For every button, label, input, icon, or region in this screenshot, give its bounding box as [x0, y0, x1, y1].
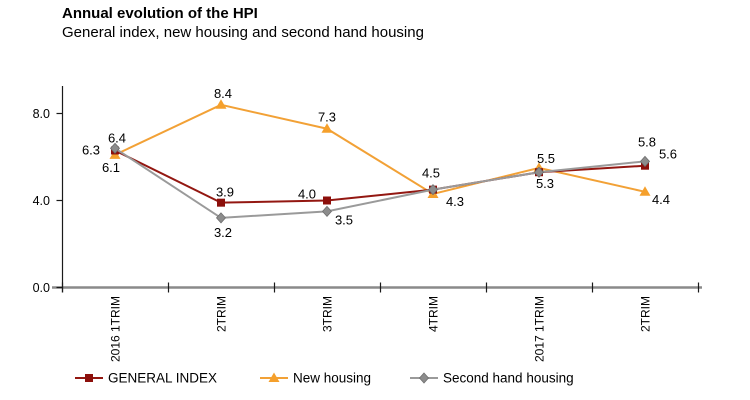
x-tick-label: 2017 1TRIM [533, 296, 547, 362]
series-line-general-index [114, 149, 646, 204]
data-point-label: 8.4 [214, 86, 232, 101]
legend-label: GENERAL INDEX [108, 371, 217, 386]
data-point-marker [215, 99, 227, 109]
data-point-label: 5.6 [659, 147, 677, 162]
x-tick-label: 3TRIM [321, 296, 335, 332]
data-point-label: 3.2 [214, 225, 232, 240]
y-tick-label: 0.0 [33, 281, 50, 295]
data-point-label: 7.3 [318, 110, 336, 125]
chart-title: Annual evolution of the HPI [62, 5, 258, 22]
data-point-label: 6.4 [108, 130, 126, 145]
data-point-label: 4.0 [298, 187, 316, 202]
legend-marker-diamond [418, 372, 430, 384]
data-point-label: 6.1 [102, 160, 120, 175]
data-point-marker [109, 142, 121, 154]
data-point-marker [323, 196, 331, 205]
x-tick-label: 4TRIM [427, 296, 441, 332]
x-tick-label: 2TRIM [639, 296, 653, 332]
data-point-marker [321, 205, 333, 217]
data-point-label: 6.3 [82, 142, 100, 157]
legend-marker-triangle [268, 372, 280, 382]
data-point-marker [427, 184, 439, 196]
data-point-marker [217, 198, 225, 207]
legend-label: Second hand housing [443, 371, 574, 386]
series-line-new-housing [114, 103, 646, 196]
data-point-label: 3.5 [335, 212, 353, 227]
legend-label: New housing [293, 371, 371, 386]
chart-subtitle: General index, new housing and second ha… [62, 24, 424, 41]
data-point-marker [639, 186, 651, 196]
legend-marker-square [85, 374, 93, 382]
series-line-second-hand-housing [114, 147, 646, 219]
data-point-marker [215, 212, 227, 224]
data-point-marker [533, 166, 545, 178]
data-point-marker [321, 123, 333, 133]
data-point-label: 4.3 [446, 194, 464, 209]
y-tick-label: 4.0 [33, 194, 50, 208]
data-point-label: 4.4 [652, 192, 670, 207]
y-tick-label: 8.0 [33, 107, 50, 121]
data-point-label: 5.5 [537, 151, 555, 166]
data-point-label: 5.3 [536, 176, 554, 191]
data-point-label: 3.9 [216, 185, 234, 200]
data-point-label: 5.8 [638, 134, 656, 149]
data-point-marker [639, 155, 651, 167]
x-tick-label: 2016 1TRIM [109, 296, 123, 362]
data-point-label: 4.5 [422, 166, 440, 181]
x-tick-label: 2TRIM [215, 296, 229, 332]
